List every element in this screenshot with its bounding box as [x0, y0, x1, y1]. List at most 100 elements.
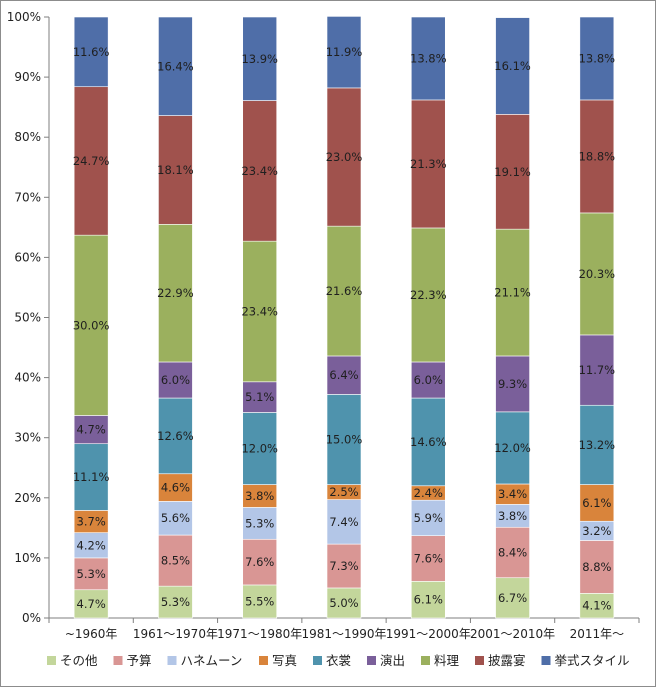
- bar-segment: [326, 16, 362, 89]
- data-label: 5.6%: [161, 511, 190, 525]
- data-label: 30.0%: [73, 318, 110, 332]
- x-tick-label: 1971～1980年: [217, 627, 302, 641]
- y-tick-label: 10%: [14, 551, 41, 565]
- data-label: 6.1%: [582, 496, 611, 510]
- bar-segment: [158, 473, 193, 502]
- data-label: 4.1%: [582, 599, 611, 613]
- data-label: 2.4%: [414, 486, 443, 500]
- bar-segment: [326, 394, 362, 485]
- data-label: 13.9%: [241, 52, 278, 66]
- bar-segment: [73, 16, 109, 88]
- y-tick-label: 0%: [22, 611, 41, 625]
- data-label: 4.6%: [161, 481, 190, 495]
- data-label: 8.4%: [498, 545, 527, 559]
- legend-label: 披露宴: [488, 653, 526, 668]
- data-label: 23.4%: [241, 164, 278, 178]
- bar-segment: [242, 507, 278, 540]
- data-label: 13.8%: [579, 51, 616, 65]
- y-tick-label: 40%: [14, 371, 41, 385]
- bar-segment: [410, 16, 446, 101]
- bar-segment: [73, 234, 109, 416]
- legend-swatch: [475, 656, 485, 665]
- data-label: 12.6%: [157, 429, 194, 443]
- bar-segment: [410, 361, 446, 399]
- data-label: 12.0%: [241, 442, 278, 456]
- data-label: 21.6%: [326, 284, 363, 298]
- data-label: 8.5%: [161, 554, 190, 568]
- bar-segment: [495, 228, 530, 357]
- data-label: 3.2%: [582, 524, 611, 538]
- data-label: 3.8%: [245, 489, 274, 503]
- data-label: 7.6%: [414, 552, 443, 566]
- data-label: 11.7%: [579, 363, 616, 377]
- legend-label: 演出: [380, 653, 405, 668]
- bar-segment: [495, 577, 530, 619]
- data-label: 23.4%: [241, 304, 278, 318]
- y-tick-label: 50%: [14, 311, 41, 325]
- bar-segment: [242, 538, 278, 586]
- bar-segment: [410, 227, 446, 363]
- legend-swatch: [367, 656, 377, 665]
- data-label: 4.7%: [77, 597, 106, 611]
- bar-segment: [158, 16, 193, 116]
- legend-label: 予算: [127, 653, 152, 668]
- bar-segment: [242, 16, 278, 101]
- data-label: 3.4%: [498, 487, 527, 501]
- data-label: 5.3%: [245, 516, 274, 530]
- y-tick-label: 20%: [14, 491, 41, 505]
- data-label: 22.9%: [157, 286, 194, 300]
- data-label: 24.7%: [73, 154, 110, 168]
- bar-segment: [495, 411, 530, 485]
- bar-segment: [73, 86, 109, 236]
- bar-segment: [495, 526, 530, 579]
- data-label: 6.7%: [498, 591, 527, 605]
- legend-swatch: [259, 656, 269, 665]
- bar-segment: [326, 355, 362, 395]
- legend-swatch: [541, 656, 551, 665]
- bar-segment: [410, 535, 446, 582]
- y-tick-label: 60%: [14, 250, 41, 264]
- data-label: 9.3%: [498, 377, 527, 391]
- legend-label: ハネムーン: [181, 653, 243, 668]
- bar-segment: [410, 99, 446, 229]
- data-label: 6.1%: [414, 593, 443, 607]
- data-label: 11.1%: [73, 470, 110, 484]
- bar-segment: [579, 212, 615, 336]
- data-label: 13.2%: [579, 438, 616, 452]
- bar-segment: [495, 17, 530, 115]
- legend-label: 写真: [272, 653, 297, 668]
- bar-segment: [579, 540, 615, 594]
- y-tick-label: 30%: [14, 431, 41, 445]
- data-label: 4.2%: [77, 538, 106, 552]
- bar-segment: [495, 355, 530, 413]
- data-label: 21.1%: [494, 286, 531, 300]
- y-tick-label: 90%: [14, 70, 41, 84]
- legend-label: 料理: [434, 653, 460, 668]
- x-tick-label: 1991～2000年: [386, 627, 471, 641]
- bar-segment: [242, 240, 278, 383]
- data-label: 19.1%: [494, 165, 531, 179]
- data-label: 7.4%: [329, 515, 358, 529]
- data-label: 5.1%: [245, 390, 274, 404]
- bar-segment: [158, 585, 193, 619]
- x-tick-label: 1981～1990年: [301, 627, 386, 641]
- legend-label: その他: [60, 653, 98, 668]
- data-label: 5.0%: [329, 596, 358, 610]
- data-label: 6.0%: [161, 373, 190, 387]
- data-label: 11.6%: [73, 45, 110, 59]
- data-label: 20.3%: [579, 267, 616, 281]
- bar-segment: [410, 581, 446, 619]
- data-label: 23.0%: [326, 150, 363, 164]
- legend-swatch: [167, 656, 177, 665]
- data-label: 8.8%: [582, 560, 611, 574]
- bar-segment: [579, 16, 615, 101]
- data-label: 5.3%: [77, 567, 106, 581]
- bar-segment: [579, 404, 615, 485]
- y-tick-label: 70%: [14, 190, 41, 204]
- data-label: 4.7%: [77, 423, 106, 437]
- data-label: 6.0%: [414, 373, 443, 387]
- data-label: 22.3%: [410, 288, 447, 302]
- bar-segment: [158, 397, 193, 475]
